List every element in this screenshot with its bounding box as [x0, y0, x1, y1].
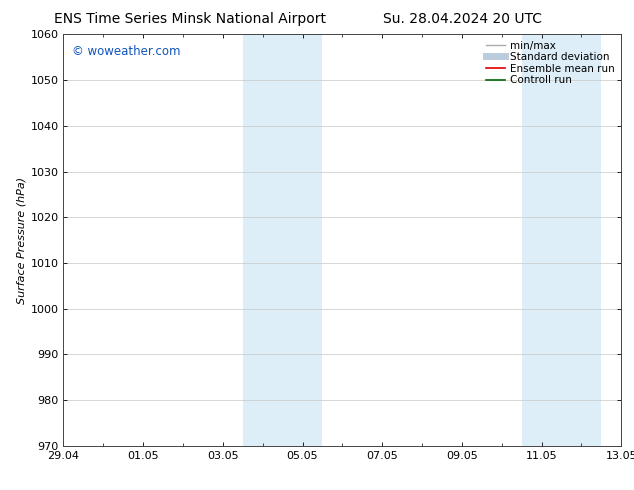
Text: ENS Time Series Minsk National Airport: ENS Time Series Minsk National Airport	[54, 12, 327, 26]
Bar	[283, 34, 323, 446]
Bar	[562, 34, 602, 446]
Text: © woweather.com: © woweather.com	[72, 45, 180, 58]
Bar	[522, 34, 562, 446]
Bar	[243, 34, 283, 446]
Y-axis label: Surface Pressure (hPa): Surface Pressure (hPa)	[16, 176, 26, 304]
Text: Su. 28.04.2024 20 UTC: Su. 28.04.2024 20 UTC	[384, 12, 542, 26]
Legend: min/max, Standard deviation, Ensemble mean run, Controll run: min/max, Standard deviation, Ensemble me…	[483, 37, 618, 88]
